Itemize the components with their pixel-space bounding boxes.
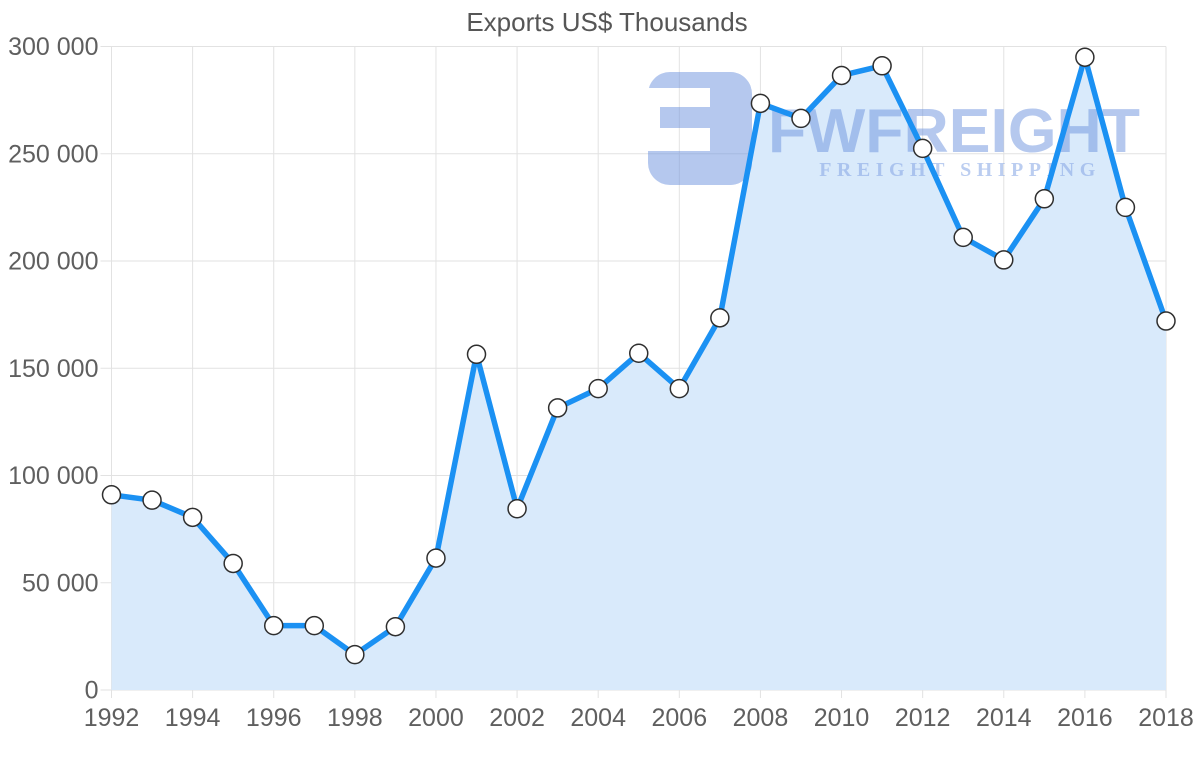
x-tick-label-2004: 2004 [570,704,626,732]
x-tick-label-1998: 1998 [327,704,383,732]
x-tick-label-1994: 1994 [165,704,221,732]
watermark-tagline-text: FREIGHT SHIPPING [819,159,1101,181]
data-point-1993[interactable] [142,490,162,510]
y-tick-label-0: 0 [85,677,99,705]
y-tick-label-300000: 300 000 [8,33,98,61]
data-point-1998[interactable] [345,644,365,665]
data-point-1996[interactable] [263,615,284,636]
x-tick-label-1996: 1996 [246,704,302,732]
y-tick-label-150000: 150 000 [8,355,98,383]
fwfreight-logo-icon [648,72,752,185]
data-point-2007[interactable] [710,308,730,328]
data-point-2003[interactable] [547,398,568,418]
data-point-2009[interactable] [791,108,811,129]
y-tick-label-200000: 200 000 [8,248,98,276]
data-point-2011[interactable] [872,56,892,76]
data-point-2010[interactable] [831,65,852,86]
data-point-2008[interactable] [750,93,771,114]
data-point-2018[interactable] [1156,311,1176,331]
x-tick-label-2008: 2008 [733,704,789,732]
data-point-2013[interactable] [953,227,973,248]
x-tick-label-2018: 2018 [1138,704,1194,732]
watermark: FWFREIGHT FREIGHT SHIPPING [648,72,1140,185]
data-point-2016[interactable] [1075,47,1095,67]
x-tick-label-2012: 2012 [895,704,951,732]
markers [101,47,1176,665]
data-point-1997[interactable] [304,615,325,636]
watermark-brand-text: FWFREIGHT [768,97,1140,166]
y-tick-label-100000: 100 000 [8,462,98,490]
area-fill [111,57,1166,691]
data-point-1995[interactable] [223,553,243,574]
x-tick-label-2014: 2014 [976,704,1032,732]
data-point-2000[interactable] [426,548,446,568]
data-point-2015[interactable] [1034,189,1055,209]
x-tick-label-2010: 2010 [814,704,870,732]
data-point-2002[interactable] [507,498,527,519]
y-tick-label-50000: 50 000 [22,569,98,597]
area-series [111,57,1166,691]
x-tick-label-2016: 2016 [1057,704,1113,732]
data-point-2005[interactable] [629,343,649,363]
x-tick-label-2006: 2006 [651,704,707,732]
data-point-2012[interactable] [912,138,933,159]
data-point-1994[interactable] [182,507,203,528]
axis-labels: 0 50 000 100 000 150 000 200 000 250 000 300 0… [8,33,1194,732]
x-tick-label-2002: 2002 [489,704,545,732]
y-tick-label-250000: 250 000 [8,140,98,168]
chart-title: Exports US$ Thousands [466,7,747,37]
data-point-2001[interactable] [466,344,487,365]
data-point-2017[interactable] [1115,197,1136,218]
data-point-2006[interactable] [669,378,690,399]
data-point-1999[interactable] [385,616,406,637]
x-tick-label-1992: 1992 [84,704,140,732]
x-tick-label-2000: 2000 [408,704,464,732]
data-point-2004[interactable] [588,378,608,399]
data-point-1992[interactable] [101,485,122,505]
data-point-2014[interactable] [994,250,1014,270]
